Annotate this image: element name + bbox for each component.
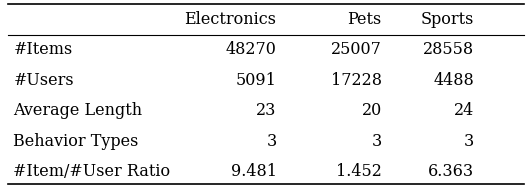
Text: #Users: #Users [13, 72, 74, 89]
Text: 48270: 48270 [226, 41, 277, 58]
Text: 17228: 17228 [331, 72, 382, 89]
Text: 4488: 4488 [433, 72, 474, 89]
Text: Behavior Types: Behavior Types [13, 133, 139, 150]
Text: 3: 3 [371, 133, 382, 150]
Text: 3: 3 [267, 133, 277, 150]
Text: 5091: 5091 [236, 72, 277, 89]
Text: 1.452: 1.452 [336, 163, 382, 180]
Text: 9.481: 9.481 [230, 163, 277, 180]
Text: Sports: Sports [421, 11, 474, 28]
Text: Average Length: Average Length [13, 102, 143, 119]
Text: 3: 3 [464, 133, 474, 150]
Text: 25007: 25007 [331, 41, 382, 58]
Text: Electronics: Electronics [185, 11, 277, 28]
Text: 23: 23 [256, 102, 277, 119]
Text: #Item/#User Ratio: #Item/#User Ratio [13, 163, 170, 180]
Text: 28558: 28558 [423, 41, 474, 58]
Text: 20: 20 [362, 102, 382, 119]
Text: #Items: #Items [13, 41, 72, 58]
Text: 6.363: 6.363 [428, 163, 474, 180]
Text: Pets: Pets [347, 11, 382, 28]
Text: 24: 24 [454, 102, 474, 119]
